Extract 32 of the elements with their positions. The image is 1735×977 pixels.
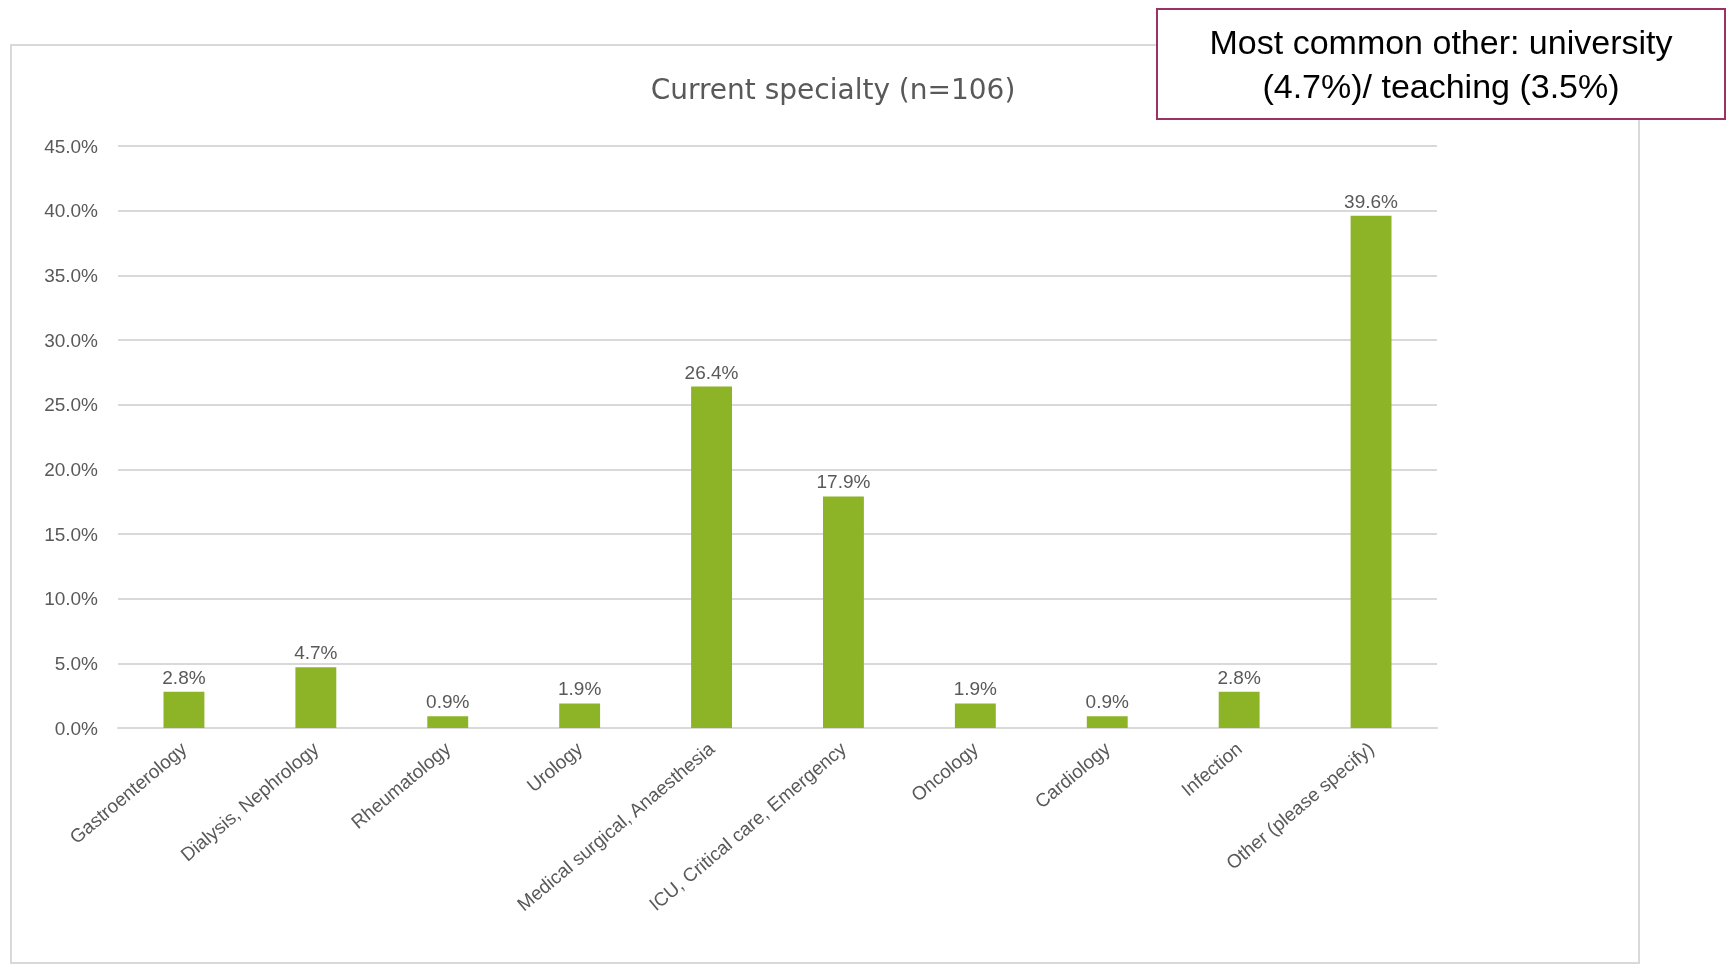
y-tick-label: 0.0% bbox=[54, 717, 99, 739]
bar bbox=[691, 386, 732, 728]
bar bbox=[1086, 716, 1128, 728]
bar bbox=[559, 703, 601, 728]
bar bbox=[163, 691, 205, 728]
data-label: 1.9% bbox=[953, 678, 998, 700]
y-tick-label: 45.0% bbox=[44, 135, 99, 157]
bar bbox=[1218, 691, 1260, 728]
y-tick-label: 25.0% bbox=[44, 394, 99, 416]
data-label: 17.9% bbox=[816, 471, 871, 493]
bar bbox=[295, 667, 337, 728]
y-tick-label: 5.0% bbox=[54, 652, 99, 674]
bar bbox=[1350, 215, 1392, 728]
data-label: 4.7% bbox=[294, 642, 338, 664]
data-label: 2.8% bbox=[1217, 666, 1261, 688]
data-label: 2.8% bbox=[162, 666, 206, 688]
bar bbox=[954, 703, 996, 728]
y-tick-label: 20.0% bbox=[44, 458, 99, 480]
bar bbox=[427, 716, 469, 728]
y-tick-label: 40.0% bbox=[44, 200, 99, 222]
y-tick-label: 15.0% bbox=[44, 523, 99, 545]
y-tick-label: 35.0% bbox=[44, 264, 99, 286]
data-label: 0.9% bbox=[1085, 691, 1130, 713]
bar bbox=[823, 496, 864, 728]
data-label: 26.4% bbox=[684, 361, 739, 383]
y-tick-label: 10.0% bbox=[44, 588, 99, 610]
data-label: 1.9% bbox=[557, 678, 602, 700]
text: Most common other: university (4.7%)/ teaching (3.5%) bbox=[1156, 8, 1726, 121]
y-tick-label: 30.0% bbox=[44, 329, 99, 351]
data-label: 39.6% bbox=[1344, 190, 1399, 212]
chart-title: Current specialty (n=106) bbox=[650, 72, 1016, 106]
data-label: 0.9% bbox=[426, 691, 470, 713]
